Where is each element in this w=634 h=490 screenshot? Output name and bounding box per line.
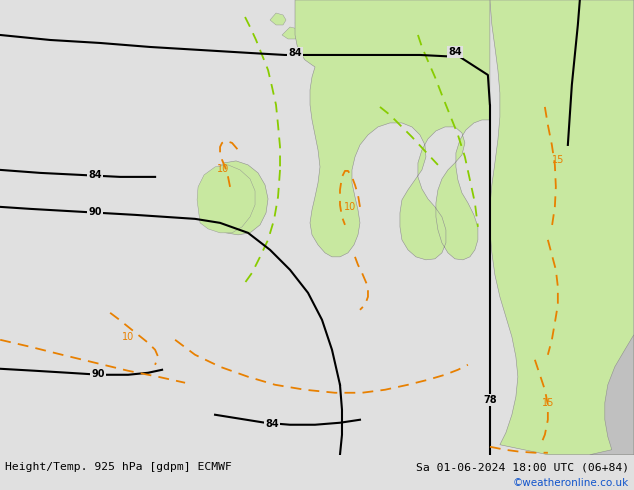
Polygon shape — [295, 15, 313, 27]
Text: 10: 10 — [122, 332, 134, 342]
Text: 15: 15 — [552, 155, 564, 165]
Text: Height/Temp. 925 hPa [gdpm] ECMWF: Height/Temp. 925 hPa [gdpm] ECMWF — [5, 463, 232, 472]
Text: 84: 84 — [288, 48, 302, 58]
Polygon shape — [282, 27, 300, 39]
Polygon shape — [490, 0, 634, 455]
Text: 84: 84 — [265, 419, 279, 429]
Text: 10: 10 — [217, 164, 229, 174]
Polygon shape — [590, 335, 634, 455]
Polygon shape — [315, 57, 390, 117]
Text: Sa 01-06-2024 18:00 UTC (06+84): Sa 01-06-2024 18:00 UTC (06+84) — [416, 463, 629, 472]
Text: 15: 15 — [541, 398, 554, 408]
Text: 90: 90 — [88, 207, 102, 217]
Polygon shape — [270, 13, 286, 25]
Polygon shape — [295, 0, 490, 260]
Text: ©weatheronline.co.uk: ©weatheronline.co.uk — [513, 478, 629, 488]
Text: 10: 10 — [344, 202, 356, 212]
Polygon shape — [200, 161, 268, 235]
Text: 78: 78 — [483, 395, 496, 405]
Text: 84: 84 — [448, 47, 462, 57]
Text: 90: 90 — [91, 369, 105, 379]
Text: 84: 84 — [88, 170, 102, 180]
Polygon shape — [197, 165, 255, 233]
